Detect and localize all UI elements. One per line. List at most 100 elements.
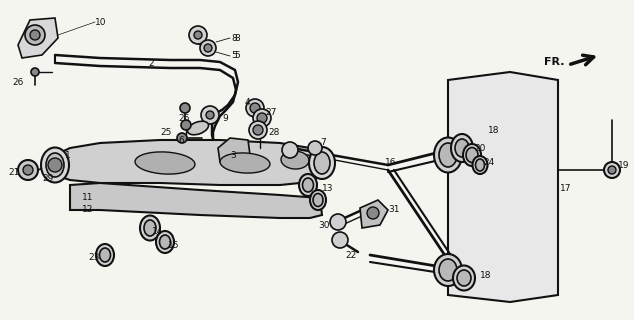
Ellipse shape (220, 153, 270, 173)
Text: 26: 26 (178, 114, 190, 123)
Circle shape (308, 141, 322, 155)
Circle shape (18, 160, 38, 180)
Polygon shape (218, 138, 250, 165)
Text: 25: 25 (160, 127, 171, 137)
Circle shape (332, 232, 348, 248)
Ellipse shape (463, 144, 481, 166)
Text: 7: 7 (320, 138, 326, 147)
Ellipse shape (140, 215, 160, 241)
Text: 15: 15 (168, 241, 179, 250)
Circle shape (31, 68, 39, 76)
Text: 22: 22 (345, 251, 356, 260)
Text: 20: 20 (474, 143, 486, 153)
Circle shape (201, 106, 219, 124)
Circle shape (25, 25, 45, 45)
Text: 10: 10 (95, 18, 107, 27)
Ellipse shape (160, 235, 171, 249)
Circle shape (604, 162, 620, 178)
Ellipse shape (314, 152, 330, 174)
Text: 2: 2 (148, 59, 153, 68)
Text: 5: 5 (234, 51, 240, 60)
Text: 5: 5 (231, 51, 237, 60)
Ellipse shape (455, 139, 469, 157)
Circle shape (48, 158, 62, 172)
Ellipse shape (434, 254, 462, 286)
Circle shape (330, 214, 346, 230)
Circle shape (250, 103, 260, 113)
Ellipse shape (135, 152, 195, 174)
Ellipse shape (476, 159, 484, 171)
Circle shape (282, 142, 298, 158)
Ellipse shape (46, 153, 64, 177)
Text: 12: 12 (82, 205, 93, 214)
Polygon shape (360, 200, 388, 228)
Ellipse shape (144, 220, 156, 236)
Text: 26: 26 (12, 77, 23, 86)
Text: 19: 19 (618, 161, 630, 170)
Circle shape (206, 111, 214, 119)
Circle shape (23, 165, 33, 175)
Text: 1: 1 (65, 150, 71, 159)
Ellipse shape (466, 148, 478, 163)
Polygon shape (448, 72, 558, 302)
Text: FR.: FR. (544, 57, 564, 67)
Circle shape (246, 99, 264, 117)
Text: 16: 16 (385, 157, 396, 166)
Polygon shape (18, 18, 58, 58)
Text: 8: 8 (234, 34, 240, 43)
Text: 4: 4 (245, 98, 250, 107)
Ellipse shape (434, 138, 462, 172)
Text: 28: 28 (268, 127, 280, 137)
Circle shape (257, 113, 267, 123)
Circle shape (253, 125, 263, 135)
Ellipse shape (453, 266, 475, 291)
Ellipse shape (472, 156, 488, 174)
Ellipse shape (281, 151, 309, 169)
Circle shape (253, 109, 271, 127)
Ellipse shape (310, 190, 326, 210)
Text: 23: 23 (88, 253, 100, 262)
Ellipse shape (451, 134, 473, 162)
Circle shape (181, 120, 191, 130)
Text: 13: 13 (322, 183, 333, 193)
Ellipse shape (100, 248, 110, 262)
Circle shape (189, 26, 207, 44)
Circle shape (608, 166, 616, 174)
Text: 9: 9 (222, 114, 228, 123)
Ellipse shape (156, 231, 174, 253)
Ellipse shape (188, 121, 209, 135)
Circle shape (200, 40, 216, 56)
Text: 6: 6 (178, 135, 184, 145)
Polygon shape (70, 183, 322, 218)
Ellipse shape (299, 174, 317, 196)
Ellipse shape (302, 178, 313, 192)
Ellipse shape (309, 147, 335, 179)
Ellipse shape (41, 148, 69, 182)
Text: 11: 11 (82, 194, 93, 203)
Ellipse shape (313, 194, 323, 206)
Circle shape (204, 44, 212, 52)
Text: 27: 27 (265, 108, 276, 116)
Circle shape (249, 121, 267, 139)
Text: 17: 17 (560, 183, 571, 193)
Text: 18: 18 (480, 270, 491, 279)
Circle shape (194, 31, 202, 39)
Text: 14: 14 (152, 228, 164, 236)
Text: 3: 3 (230, 150, 236, 159)
Text: 29: 29 (42, 173, 53, 182)
Text: 8: 8 (231, 34, 237, 43)
Ellipse shape (439, 143, 457, 167)
Circle shape (367, 207, 379, 219)
Circle shape (180, 103, 190, 113)
Circle shape (30, 30, 40, 40)
Text: 30: 30 (318, 220, 330, 229)
Ellipse shape (439, 259, 457, 281)
Text: 18: 18 (488, 125, 500, 134)
Text: 31: 31 (388, 205, 399, 214)
Ellipse shape (96, 244, 114, 266)
Polygon shape (55, 140, 322, 185)
Text: 24: 24 (483, 157, 495, 166)
Ellipse shape (457, 270, 471, 286)
Circle shape (177, 133, 187, 143)
Text: 21: 21 (8, 167, 20, 177)
